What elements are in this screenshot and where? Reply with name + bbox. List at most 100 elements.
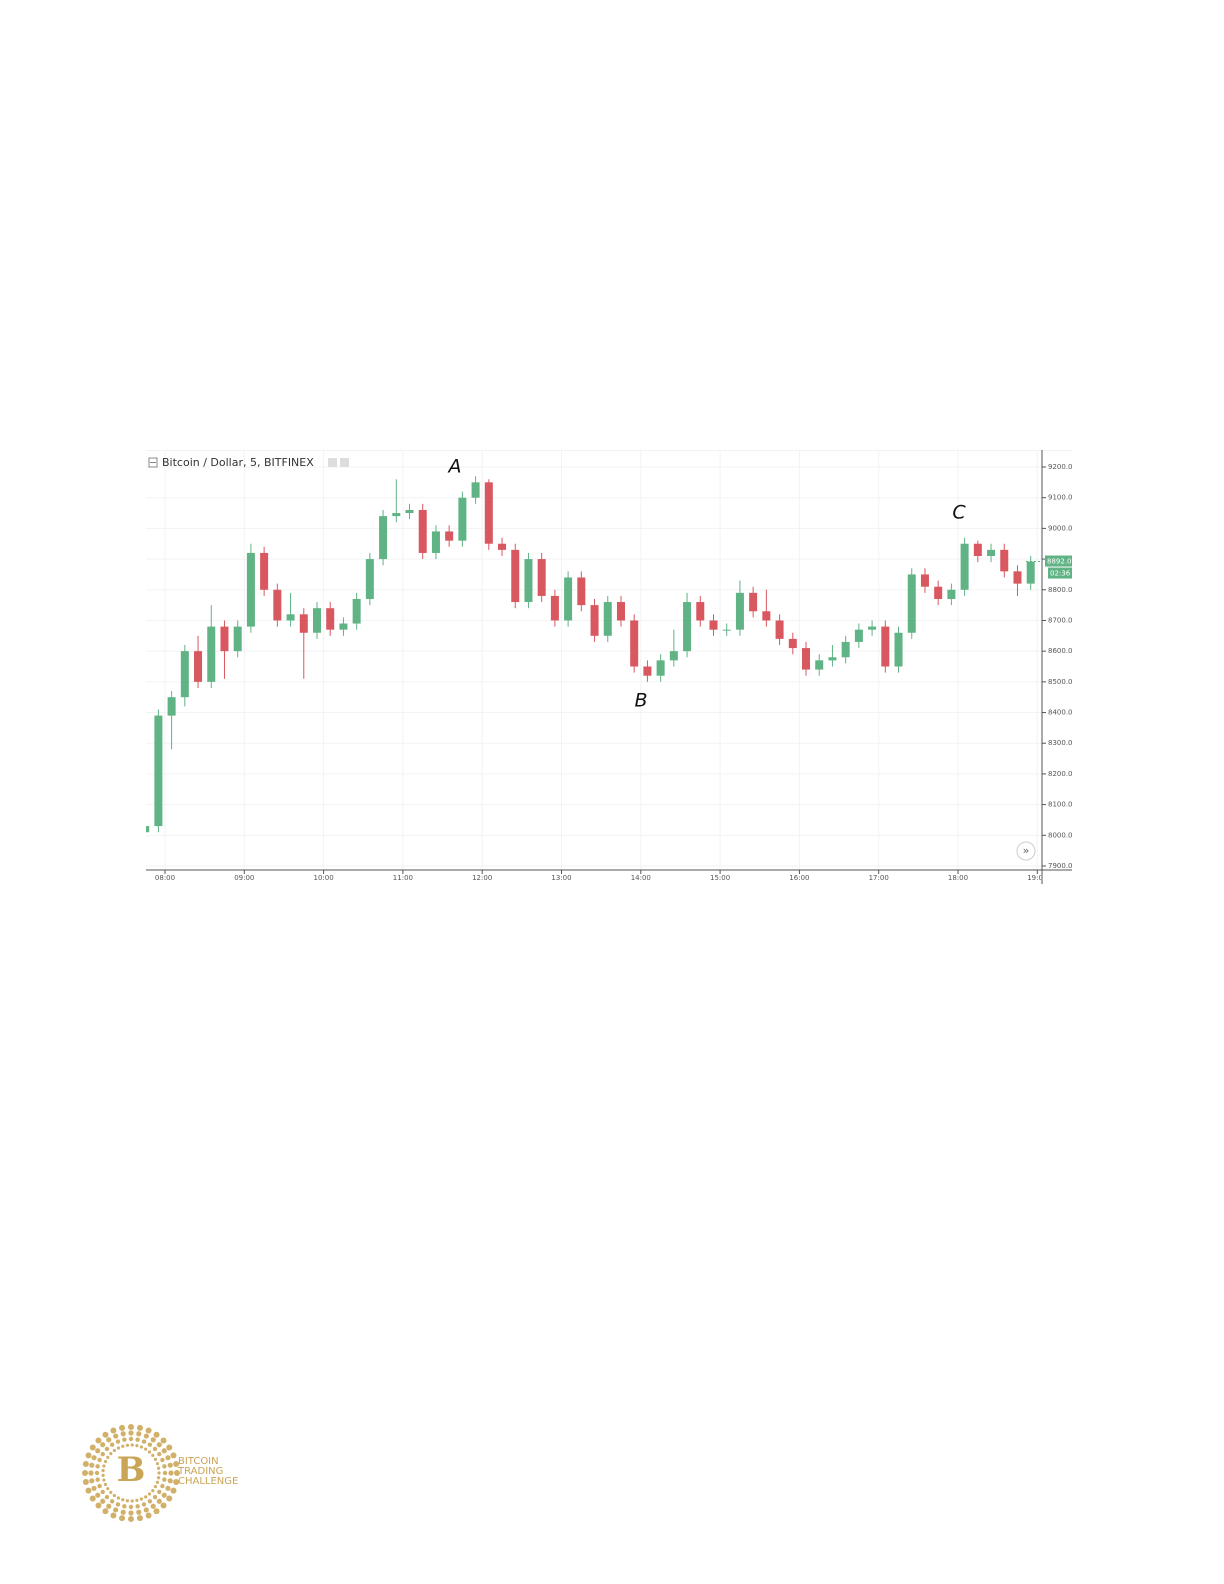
logo-dot	[141, 1502, 147, 1507]
candle-body	[907, 574, 916, 633]
candle-body	[260, 552, 269, 590]
logo-dot	[167, 1462, 173, 1468]
candle-body	[405, 509, 414, 514]
candle-body	[418, 509, 427, 553]
logo-dot	[122, 1504, 127, 1509]
collapse-icon[interactable]	[148, 457, 158, 468]
logo-dot	[95, 1437, 102, 1444]
candle-body	[180, 651, 189, 698]
logo-dot	[153, 1431, 160, 1438]
logo-dot	[136, 1515, 143, 1522]
candle-body	[590, 605, 599, 636]
logo-dot	[110, 1427, 117, 1434]
x-tick-label: 12:00	[472, 874, 492, 882]
candle-body	[881, 626, 890, 667]
logo-dot	[102, 1508, 109, 1515]
logo-dot	[153, 1457, 158, 1461]
logo-dot	[153, 1508, 160, 1515]
logo-dot	[97, 1457, 102, 1463]
candle-body	[868, 626, 877, 630]
logo-dot	[160, 1502, 167, 1509]
scroll-icon: »	[1023, 844, 1030, 857]
x-tick-label: 17:00	[869, 874, 889, 882]
candle-body	[973, 543, 982, 557]
candle-body	[167, 697, 176, 716]
logo-dot	[157, 1471, 161, 1475]
candle-body	[749, 592, 758, 612]
logo-dot	[101, 1473, 105, 1477]
x-tick-label: 15:00	[710, 874, 730, 882]
logo-dot	[130, 1443, 134, 1447]
logo-dot	[102, 1431, 109, 1438]
y-tick-label: 8800.0	[1048, 586, 1072, 594]
logo-dot	[160, 1437, 167, 1444]
logo-dot	[128, 1516, 134, 1522]
candle-body	[841, 641, 850, 658]
x-tick-label: 10:00	[314, 874, 334, 882]
scroll-button[interactable]	[1016, 841, 1036, 861]
logo-dot	[147, 1499, 153, 1504]
logo-dot	[135, 1498, 139, 1502]
logo-dot	[122, 1437, 127, 1442]
logo-dot	[121, 1498, 125, 1502]
logo-dot	[144, 1495, 148, 1499]
logo-dot	[82, 1470, 88, 1476]
logo-dot	[97, 1483, 102, 1489]
logo-dot	[100, 1498, 106, 1504]
last-price-tag	[1045, 555, 1072, 567]
candle-body	[233, 626, 242, 652]
logo-dot	[128, 1436, 134, 1442]
logo-dot	[128, 1430, 134, 1436]
logo-dot	[89, 1478, 95, 1484]
logo-dot	[144, 1447, 148, 1451]
logo-dot	[121, 1444, 125, 1448]
settings-button[interactable]	[328, 458, 337, 467]
logo-symbol: B	[117, 1450, 146, 1490]
candle-body	[431, 531, 440, 553]
candle-body	[630, 620, 639, 667]
logo-dot	[85, 1487, 92, 1494]
last-price-label: 8892.0	[1047, 558, 1072, 566]
logo-dot	[109, 1452, 113, 1456]
logo-dot	[89, 1462, 95, 1468]
candle-body	[564, 577, 573, 621]
x-tick-label: 16:00	[789, 874, 809, 882]
logo-dot	[116, 1446, 120, 1450]
logo-dot	[100, 1489, 105, 1495]
logo-dot	[115, 1502, 121, 1507]
logo-dot	[156, 1476, 161, 1480]
candles	[146, 476, 1035, 833]
logo: B BITCOIN TRADING CHALLENGE	[82, 1424, 238, 1522]
y-tick-label: 8500.0	[1048, 678, 1072, 686]
candle-body	[207, 626, 216, 682]
logo-dot	[166, 1444, 173, 1451]
candle-body	[656, 660, 665, 676]
logo-dot	[120, 1509, 126, 1515]
candle-body	[669, 651, 678, 661]
logo-dot	[145, 1512, 152, 1519]
candle-body	[828, 657, 837, 661]
candle-body	[854, 629, 863, 642]
logo-dot	[162, 1470, 168, 1476]
candle-body	[392, 513, 401, 517]
logo-dot	[151, 1488, 155, 1493]
y-tick-label: 8100.0	[1048, 801, 1072, 809]
candle-body	[960, 543, 969, 590]
logo-dot	[82, 1478, 89, 1485]
y-tick-label: 8600.0	[1048, 647, 1072, 655]
logo-dot	[167, 1478, 173, 1484]
logo-dot	[106, 1503, 112, 1509]
logo-dot	[125, 1443, 130, 1447]
logo-dot	[104, 1446, 110, 1452]
candle-body	[299, 614, 308, 633]
logo-dot	[136, 1424, 143, 1431]
candle-body	[934, 586, 943, 599]
candle-body	[947, 589, 956, 599]
close-button[interactable]	[340, 458, 349, 467]
logo-dot	[143, 1507, 149, 1513]
logo-dot	[141, 1439, 147, 1444]
logo-dot	[109, 1490, 113, 1494]
logo-dot	[130, 1499, 134, 1503]
annotation: C	[952, 502, 966, 524]
logo-dot	[135, 1504, 140, 1509]
